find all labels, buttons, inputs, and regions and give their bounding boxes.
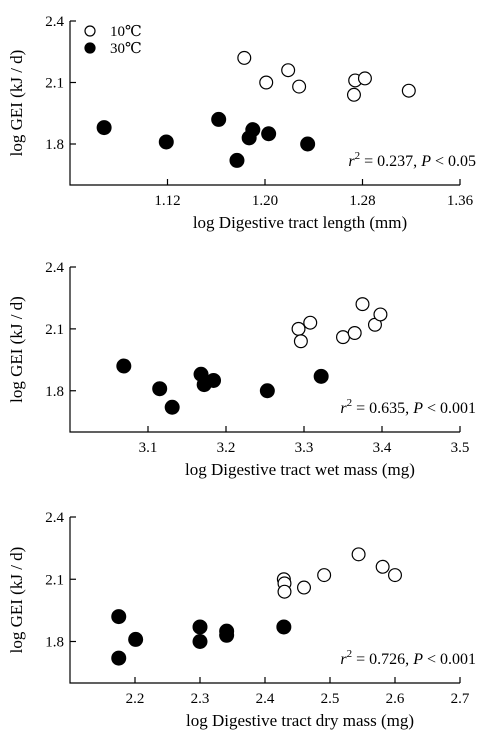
- data-point-10c: [293, 334, 308, 349]
- x-tick-label: 3.5: [451, 440, 470, 456]
- data-point-10c: [292, 79, 307, 94]
- r2-label: r: [340, 400, 347, 417]
- y-tick-label: 1.8: [45, 137, 64, 153]
- r2-value: = 0.237,: [360, 153, 421, 170]
- data-point-30c: [111, 609, 127, 625]
- x-tick-label: 1.12: [154, 193, 180, 209]
- data-point-30c: [96, 120, 112, 136]
- data-point-10c: [317, 568, 332, 583]
- r2-value: = 0.635,: [352, 400, 413, 417]
- data-point-10c: [303, 315, 318, 330]
- legend-marker-30c: [84, 42, 96, 54]
- x-axis-label: log Digestive tract dry mass (mg): [186, 711, 414, 730]
- y-tick-label: 2.4: [45, 14, 64, 30]
- data-point-30c: [219, 627, 235, 643]
- x-tick-label: 2.4: [256, 691, 275, 707]
- y-tick-label: 2.4: [45, 260, 64, 276]
- r2-superscript: 2: [347, 397, 353, 409]
- data-point-30c: [164, 399, 180, 415]
- legend-marker-10c: [84, 25, 96, 37]
- x-tick-label: 3.4: [373, 440, 392, 456]
- legend-label: 30℃: [110, 41, 142, 57]
- x-tick-label: 2.5: [321, 691, 340, 707]
- p-value: < 0.05: [431, 153, 476, 170]
- data-point-10c: [401, 83, 416, 98]
- x-axis-label: log Digestive tract length (mm): [193, 213, 407, 232]
- p-label: P: [420, 153, 431, 170]
- x-axis-label: log Digestive tract wet mass (mg): [185, 460, 415, 479]
- data-point-10c: [373, 307, 388, 322]
- x-tick-label: 1.20: [252, 193, 278, 209]
- data-point-10c: [297, 580, 312, 595]
- r2-superscript: 2: [347, 648, 353, 660]
- y-axis-label: log GEI (kJ / d): [7, 296, 26, 403]
- data-point-30c: [111, 650, 127, 666]
- p-value: < 0.001: [423, 400, 476, 417]
- y-tick-label: 2.1: [45, 76, 64, 92]
- data-point-30c: [192, 619, 208, 635]
- p-label: P: [412, 400, 423, 417]
- chart-panel-2: 1.8 2.1 2.4 3.1 3.2 3.3 3.4 3.5 log Digestive tr…: [7, 260, 476, 479]
- data-point-30c: [211, 111, 227, 127]
- data-point-10c: [355, 297, 370, 312]
- r2-superscript: 2: [355, 150, 361, 162]
- chart-panel-3: 1.8 2.1 2.4 2.2 2.3 2.4 2.5 2.6 2.7 log Digestive…: [7, 510, 476, 730]
- x-tick-label: 2.2: [126, 691, 145, 707]
- data-point-10c: [281, 63, 296, 78]
- r2-label: r: [340, 651, 347, 668]
- y-axis-label: log GEI (kJ / d): [7, 547, 26, 654]
- data-point-10c: [388, 568, 403, 583]
- data-point-30c: [259, 383, 275, 399]
- data-point-10c: [357, 71, 372, 86]
- legend: 10℃30℃: [84, 24, 142, 57]
- data-point-30c: [192, 634, 208, 649]
- data-point-30c: [276, 619, 292, 635]
- x-tick-label: 3.3: [295, 440, 314, 456]
- y-tick-label: 2.4: [45, 510, 64, 526]
- data-point-10c: [277, 584, 292, 599]
- x-tick-label: 2.6: [386, 691, 405, 707]
- chart-panel-1: 1.8 2.1 2.4 1.12 1.20 1.28 1.36 log Digestive t…: [7, 14, 476, 232]
- x-tick-label: 2.3: [191, 691, 210, 707]
- data-point-10c: [291, 321, 306, 336]
- data-point-30c: [128, 631, 144, 647]
- data-point-30c: [158, 134, 174, 150]
- x-tick-label: 3.1: [139, 440, 158, 456]
- axes-frame: [69, 267, 460, 433]
- r2-value: = 0.726,: [352, 651, 413, 668]
- data-point-30c: [245, 122, 261, 138]
- x-tick-label: 1.28: [349, 193, 375, 209]
- y-axis-label: log GEI (kJ / d): [7, 50, 26, 157]
- r2-label: r: [348, 153, 355, 170]
- x-tick-label: 3.2: [217, 440, 236, 456]
- p-value: < 0.001: [423, 651, 476, 668]
- p-label: P: [412, 651, 423, 668]
- data-point-30c: [313, 368, 329, 384]
- x-tick-label: 2.7: [451, 691, 470, 707]
- stats-annotation: r2 = 0.635, P < 0.001: [340, 397, 476, 417]
- y-tick-label: 1.8: [45, 384, 64, 400]
- data-point-10c: [259, 75, 274, 90]
- data-point-30c: [152, 381, 168, 397]
- stats-annotation: r2 = 0.237, P < 0.05: [348, 150, 476, 170]
- legend-label: 10℃: [110, 24, 142, 40]
- y-tick-label: 2.1: [45, 322, 64, 338]
- data-point-10c: [346, 87, 361, 102]
- axes-frame: [69, 21, 460, 186]
- data-point-30c: [300, 136, 316, 152]
- x-tick-label: 1.36: [447, 193, 474, 209]
- data-point-10c: [336, 330, 351, 345]
- y-tick-label: 2.1: [45, 572, 64, 588]
- y-tick-label: 1.8: [45, 635, 64, 651]
- data-point-30c: [229, 152, 245, 168]
- stats-annotation: r2 = 0.726, P < 0.001: [340, 648, 476, 668]
- data-point-30c: [261, 126, 277, 142]
- data-point-10c: [237, 50, 252, 65]
- data-point-10c: [347, 326, 362, 341]
- data-point-30c: [206, 372, 222, 388]
- data-point-10c: [351, 547, 366, 562]
- data-point-30c: [116, 358, 132, 374]
- data-point-10c: [375, 559, 390, 574]
